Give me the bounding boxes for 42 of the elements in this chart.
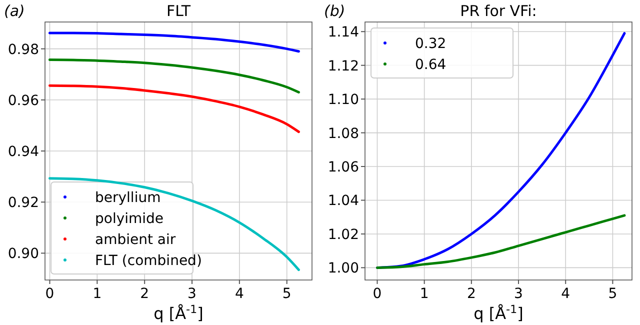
chart-title: FLT bbox=[166, 2, 192, 20]
y-tick-label: 0.98 bbox=[8, 42, 39, 58]
x-tick-label: 1 bbox=[420, 286, 429, 302]
legend-label: polyimide bbox=[95, 211, 164, 227]
x-tick-label: 1 bbox=[92, 286, 102, 302]
y-tick-label: 1.02 bbox=[328, 226, 359, 243]
line-series bbox=[48, 58, 300, 94]
legend-label: 0.64 bbox=[415, 57, 446, 73]
legend-label: FLT (combined) bbox=[95, 253, 202, 269]
x-tick-label: 2 bbox=[140, 286, 150, 302]
y-tick-label: 1.12 bbox=[328, 58, 359, 74]
x-tick-label: 3 bbox=[514, 286, 523, 302]
legend-label: 0.32 bbox=[415, 36, 446, 52]
x-tick-label: 0 bbox=[45, 286, 54, 302]
x-tick-label: 2 bbox=[466, 286, 476, 302]
y-tick-label: 1.10 bbox=[328, 92, 359, 108]
line-series bbox=[48, 32, 300, 53]
x-tick-label: 4 bbox=[561, 286, 570, 302]
y-tick-label: 0.92 bbox=[8, 195, 39, 212]
y-tick-label: 0.94 bbox=[8, 144, 40, 160]
y-tick-label: 1.00 bbox=[328, 260, 359, 277]
text: (b) bbox=[324, 2, 346, 20]
text: (a) bbox=[4, 2, 25, 20]
x-tick-label: 5 bbox=[282, 286, 292, 302]
x-tick-label: 5 bbox=[608, 286, 618, 302]
line-series bbox=[48, 84, 300, 134]
y-tick-label: 0.90 bbox=[8, 246, 39, 262]
line-series bbox=[376, 214, 626, 269]
line-series bbox=[48, 177, 300, 272]
x-axis-title: q [Å$^{-1}$] bbox=[474, 302, 524, 323]
y-tick-label: 0.96 bbox=[8, 92, 40, 109]
x-axis-title: q [Å$^{-1}$] bbox=[154, 302, 204, 323]
chart-title: PR for VFi: bbox=[460, 2, 537, 20]
legend-label: beryllium bbox=[95, 190, 161, 206]
x-tick-label: 3 bbox=[188, 286, 196, 302]
x-tick-label: 0 bbox=[372, 286, 382, 302]
x-tick-label: 4 bbox=[234, 286, 244, 302]
y-tick-label: 1.06 bbox=[328, 160, 360, 176]
y-tick-label: 1.04 bbox=[328, 193, 360, 210]
y-tick-label: 1.14 bbox=[328, 24, 360, 41]
legend-label: ambient air bbox=[95, 232, 176, 248]
y-tick-label: 1.08 bbox=[328, 126, 359, 142]
